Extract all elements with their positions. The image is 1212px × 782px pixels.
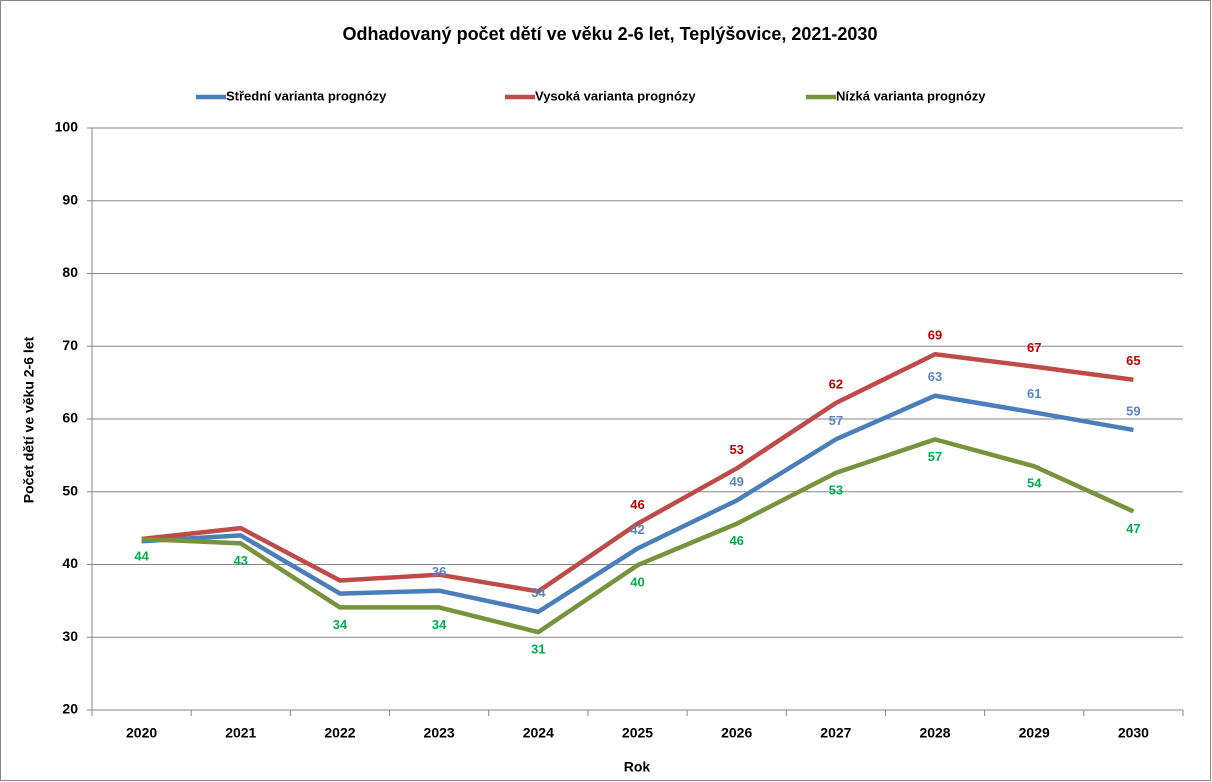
data-label: 57 bbox=[829, 413, 843, 428]
x-tick-label: 2020 bbox=[126, 725, 157, 741]
x-tick-label: 2022 bbox=[324, 725, 355, 741]
data-label: 53 bbox=[829, 482, 843, 497]
y-tick-label: 60 bbox=[62, 410, 78, 426]
y-tick-label: 80 bbox=[62, 264, 78, 280]
x-tick-label: 2023 bbox=[424, 725, 455, 741]
x-tick-label: 2024 bbox=[523, 725, 554, 741]
x-tick-label: 2021 bbox=[225, 725, 256, 741]
legend-label: Střední varianta prognózy bbox=[226, 88, 387, 103]
y-tick-label: 70 bbox=[62, 337, 78, 353]
data-label: 49 bbox=[729, 474, 743, 489]
data-label: 42 bbox=[630, 522, 644, 537]
legend-label: Nízká varianta prognózy bbox=[836, 88, 986, 103]
legend-label: Vysoká varianta prognózy bbox=[535, 88, 696, 103]
data-label: 57 bbox=[928, 449, 942, 464]
y-axis-label: Počet dětí ve věku 2-6 let bbox=[21, 336, 37, 503]
data-label: 47 bbox=[1126, 521, 1140, 536]
data-label: 40 bbox=[630, 575, 644, 590]
data-label: 43 bbox=[234, 553, 248, 568]
data-label: 63 bbox=[928, 369, 942, 384]
data-label: 34 bbox=[333, 617, 348, 632]
data-label: 53 bbox=[729, 442, 743, 457]
y-tick-label: 100 bbox=[55, 119, 79, 135]
data-label: 46 bbox=[630, 497, 644, 512]
data-label: 31 bbox=[531, 642, 545, 657]
x-tick-label: 2030 bbox=[1118, 725, 1149, 741]
data-label: 61 bbox=[1027, 386, 1041, 401]
series-line bbox=[141, 437, 1135, 635]
chart-title: Odhadovaný počet dětí ve věku 2-6 let, T… bbox=[343, 24, 878, 44]
x-tick-label: 2029 bbox=[1019, 725, 1050, 741]
series-line bbox=[141, 393, 1134, 615]
x-tick-label: 2028 bbox=[919, 725, 950, 741]
data-label: 36 bbox=[432, 564, 446, 579]
data-label: 34 bbox=[432, 617, 447, 632]
y-tick-label: 40 bbox=[62, 555, 78, 571]
y-tick-label: 50 bbox=[62, 482, 78, 498]
y-tick-label: 20 bbox=[62, 701, 78, 717]
x-tick-label: 2025 bbox=[622, 725, 653, 741]
x-tick-label: 2027 bbox=[820, 725, 851, 741]
data-label: 62 bbox=[829, 376, 843, 391]
data-label: 46 bbox=[729, 533, 743, 548]
x-axis-label: Rok bbox=[624, 759, 651, 775]
data-label: 44 bbox=[134, 548, 149, 563]
y-tick-label: 90 bbox=[62, 191, 78, 207]
data-label: 59 bbox=[1126, 403, 1140, 418]
x-tick-label: 2026 bbox=[721, 725, 752, 741]
data-label: 34 bbox=[531, 585, 546, 600]
data-label: 54 bbox=[1027, 476, 1042, 491]
data-label: 67 bbox=[1027, 340, 1041, 355]
y-tick-label: 30 bbox=[62, 628, 78, 644]
data-label: 65 bbox=[1126, 353, 1140, 368]
series-line bbox=[141, 352, 1134, 594]
data-label: 69 bbox=[928, 328, 942, 343]
